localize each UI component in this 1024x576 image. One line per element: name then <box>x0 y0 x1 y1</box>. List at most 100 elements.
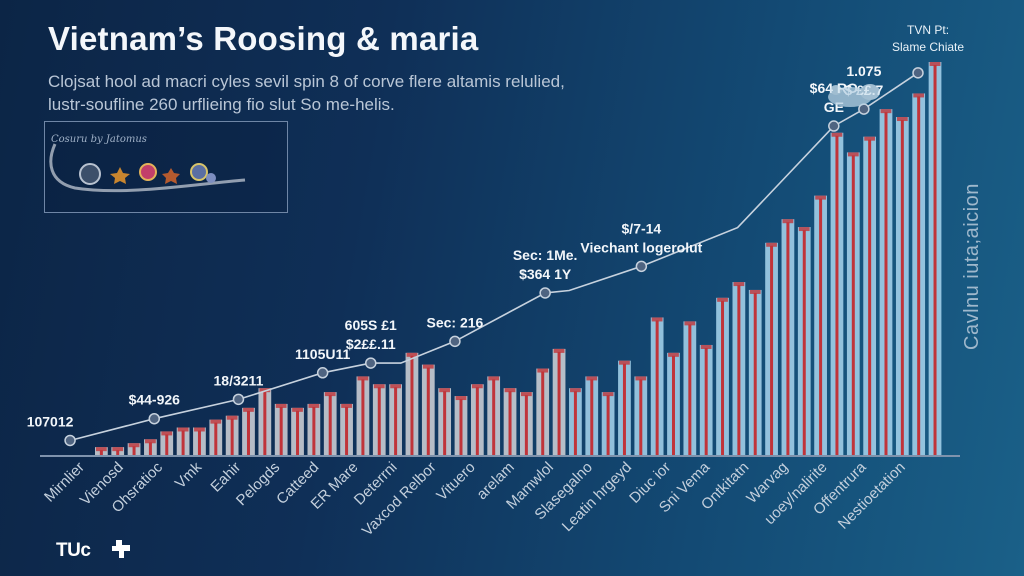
bar <box>879 109 893 455</box>
bar-cap <box>668 352 679 357</box>
bar-cap <box>96 447 107 452</box>
bar <box>487 376 501 455</box>
bar-cap <box>471 384 483 389</box>
bar-cap <box>112 447 124 452</box>
bar <box>634 376 648 455</box>
bar-stem <box>524 395 528 455</box>
bar-cap <box>194 427 205 432</box>
flower-icon <box>206 173 216 183</box>
bar <box>765 242 778 455</box>
bar-cap <box>406 352 418 357</box>
x-tick-label: Pelogds <box>233 459 283 509</box>
bar-stem <box>312 406 316 455</box>
bar <box>748 289 762 455</box>
bar-cap <box>161 431 173 436</box>
bar-cap <box>488 376 500 381</box>
bar-cap <box>717 297 728 302</box>
bar-cap <box>847 152 859 157</box>
trend-point <box>148 412 161 425</box>
bar-stem <box>851 155 855 455</box>
bar-cap <box>635 376 647 381</box>
chart-subtitle: Clojsat hool ad macri cyles sevil spin 8… <box>48 70 648 116</box>
bar-stem <box>246 410 250 455</box>
point-annotation: 1.075 <box>846 63 881 79</box>
bar-cap <box>929 62 941 66</box>
chart-title: Vietnam’s Roosing & maria <box>48 20 479 57</box>
bar-cap <box>292 407 303 412</box>
point-annotation: $44-926 <box>129 392 181 408</box>
legend-title: Cosuru by Jatomus <box>51 134 147 145</box>
point-annotation: Viechant logerolut <box>580 239 702 255</box>
x-tick-label: Leatin hrgeyd <box>559 459 635 535</box>
bar-cap <box>521 392 532 397</box>
bar <box>389 384 402 455</box>
bar-stem <box>148 442 152 455</box>
trend-point <box>365 357 377 369</box>
point-annotation: 107012 <box>27 413 74 429</box>
bar <box>323 392 337 455</box>
bar-stem <box>704 347 708 455</box>
x-tick-label: Vituero <box>433 459 478 504</box>
bar-cap <box>373 384 385 389</box>
bar-cap <box>504 388 516 393</box>
star-icon <box>110 167 130 184</box>
point-annotation: Sec: 1Me. <box>513 247 578 263</box>
bar-stem <box>230 418 234 455</box>
bar <box>291 407 304 455</box>
bar <box>95 447 108 455</box>
bar-cap <box>651 317 663 322</box>
bar-stem <box>328 395 332 455</box>
point-annotation: 605S £1 <box>345 317 397 333</box>
bar <box>176 427 190 455</box>
bar <box>438 388 452 455</box>
bar <box>356 376 370 455</box>
bar-stem <box>900 120 904 456</box>
bar-stem <box>296 410 300 455</box>
bar-stem <box>671 355 675 455</box>
bar <box>127 443 141 455</box>
bar-stem <box>116 450 120 455</box>
bar-stem <box>557 351 561 455</box>
coin-icon <box>79 163 101 185</box>
bar <box>503 388 517 455</box>
bar-stem <box>508 391 512 455</box>
point-annotation: $/7-14 <box>622 220 662 236</box>
bar-cap <box>700 344 712 349</box>
y-axis-label: Cavlnu iuta;aicion <box>961 183 983 350</box>
bar-cap <box>537 368 549 373</box>
bar-cap <box>586 376 598 381</box>
bar <box>830 132 844 456</box>
bar <box>160 431 174 455</box>
bar-stem <box>541 371 545 455</box>
trend-point <box>316 367 329 379</box>
flower-icon <box>190 163 208 181</box>
bar-cap <box>128 443 140 448</box>
bar <box>585 376 599 455</box>
bar-stem <box>655 320 659 455</box>
bar-cap <box>896 117 908 122</box>
bar-cap <box>553 348 565 353</box>
bar-cap <box>145 439 156 444</box>
trend-point <box>539 287 551 299</box>
bar <box>225 415 239 455</box>
point-annotation: 1105U11 <box>295 346 350 362</box>
bar-stem <box>132 446 136 455</box>
trend-point <box>912 67 924 79</box>
bar-cap <box>913 93 925 98</box>
bar-stem <box>394 387 398 455</box>
bar <box>569 388 582 455</box>
bar-cap <box>308 403 320 408</box>
bar-cap <box>831 132 843 137</box>
bar <box>421 364 435 455</box>
bar-cap <box>749 289 761 294</box>
logo-icon <box>112 540 130 558</box>
top-right-label: TVN Pt: Slame Chiate <box>892 22 964 56</box>
swoosh-icon <box>49 143 246 193</box>
bar-stem <box>917 96 921 455</box>
bar-stem <box>884 112 888 455</box>
bar-stem <box>606 395 610 455</box>
bar <box>846 152 860 455</box>
bar-stem <box>181 430 185 455</box>
